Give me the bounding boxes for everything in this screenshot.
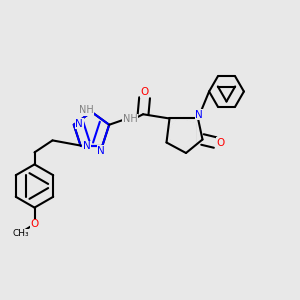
Text: O: O xyxy=(216,137,225,148)
Text: N: N xyxy=(83,141,90,152)
Text: N: N xyxy=(97,146,105,156)
Text: NH: NH xyxy=(123,114,138,124)
Text: NH: NH xyxy=(79,105,94,116)
Text: CH₃: CH₃ xyxy=(13,230,29,238)
Text: O: O xyxy=(30,219,39,229)
Text: N: N xyxy=(75,119,83,129)
Text: O: O xyxy=(140,87,149,98)
Text: N: N xyxy=(195,110,203,120)
